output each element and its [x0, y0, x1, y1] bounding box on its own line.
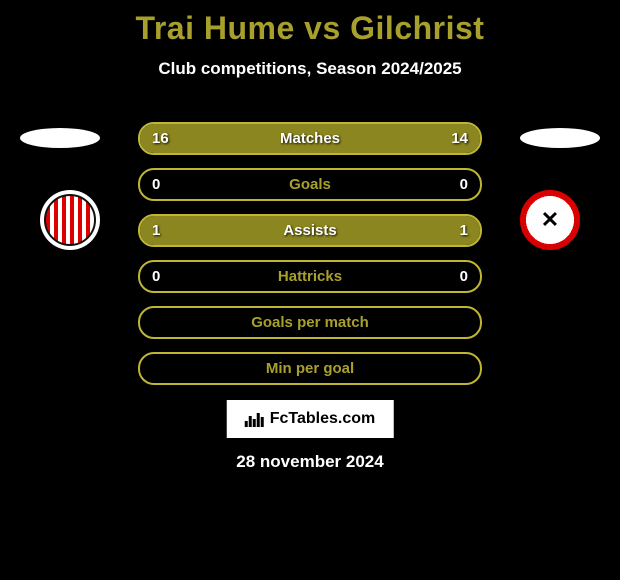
- player-right-silhouette: [520, 128, 600, 148]
- stat-value-right: 0: [460, 176, 468, 193]
- club-badge-left: [40, 190, 100, 250]
- watermark: FcTables.com: [227, 400, 394, 438]
- stat-label: Assists: [283, 222, 336, 239]
- stat-value-left: 0: [152, 268, 160, 285]
- stats-comparison: 16 14 Matches 0 0 Goals 1 1 Assists 0 0 Hattricks Go…: [138, 122, 482, 398]
- stat-value-left: 1: [152, 222, 160, 239]
- stat-row: Min per goal: [138, 352, 482, 385]
- footer-date: 28 november 2024: [0, 452, 620, 472]
- bar-chart-icon: [245, 411, 264, 427]
- stat-row: 0 0 Goals: [138, 168, 482, 201]
- club-badge-right: [520, 190, 580, 250]
- stat-label: Min per goal: [266, 360, 354, 377]
- stat-label: Goals: [289, 176, 331, 193]
- stat-label: Matches: [280, 130, 340, 147]
- stat-row: Goals per match: [138, 306, 482, 339]
- stat-value-right: 14: [451, 130, 468, 147]
- stat-row: 0 0 Hattricks: [138, 260, 482, 293]
- page-title: Trai Hume vs Gilchrist: [0, 0, 620, 47]
- stat-row: 16 14 Matches: [138, 122, 482, 155]
- stat-value-right: 0: [460, 268, 468, 285]
- page-subtitle: Club competitions, Season 2024/2025: [0, 59, 620, 79]
- stat-row: 1 1 Assists: [138, 214, 482, 247]
- stat-label: Goals per match: [251, 314, 369, 331]
- stat-value-left: 16: [152, 130, 169, 147]
- player-left-silhouette: [20, 128, 100, 148]
- stat-value-left: 0: [152, 176, 160, 193]
- watermark-text: FcTables.com: [270, 410, 376, 428]
- stat-value-right: 1: [460, 222, 468, 239]
- stat-label: Hattricks: [278, 268, 342, 285]
